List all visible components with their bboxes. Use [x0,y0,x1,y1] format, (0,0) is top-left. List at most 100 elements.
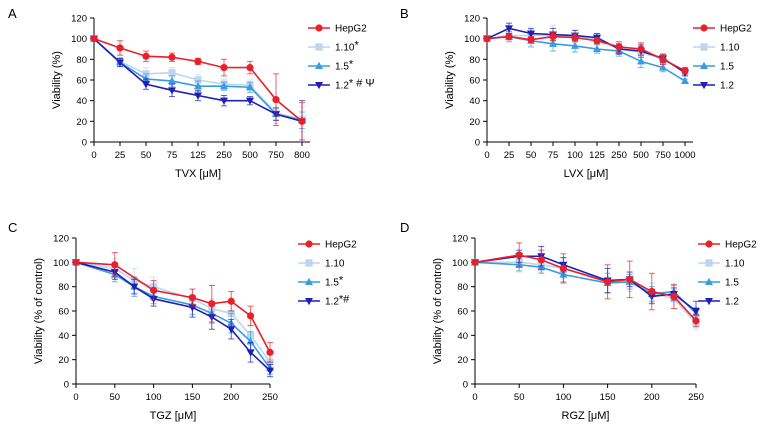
legend-series-name: HepG2 [725,240,757,251]
legend-label: HepG2 [325,240,357,251]
legend-marker [700,61,708,69]
data-point [670,292,678,300]
legend-series-name: HepG2 [720,24,752,35]
legend-label: 1.2 [720,81,734,92]
x-tick-label: 250 [216,150,232,161]
x-tick-label: 50 [110,392,121,403]
x-tick-label: 250 [611,150,627,161]
legend-series-name: 1.5 [720,62,734,73]
legend-label: 1.5 [725,278,739,289]
series-line [486,34,686,73]
legend-label: 1.5* [325,275,344,289]
data-point [593,44,601,52]
legend-marker [315,82,323,90]
series-line [75,261,271,372]
x-tick-label: 75 [548,150,559,161]
data-point [266,348,274,356]
panel-label: D [400,220,409,235]
legend-label: 1.2* # Ψ [335,78,375,92]
legend-series-name: 1.2 [335,81,349,92]
panel-label: C [8,220,17,235]
data-point [266,367,274,375]
data-point [246,64,254,72]
data-point [659,63,667,71]
legend-marker [315,24,323,32]
legend-series-name: 1.10 [335,43,355,54]
x-tick-label: 100 [567,150,583,161]
y-tick-label: 120 [452,234,468,245]
data-point [168,87,176,95]
legend-series-name: 1.10 [325,259,345,270]
x-tick-label: 250 [262,392,278,403]
legend-marker [305,240,313,248]
series-line [75,261,271,353]
legend-marker [700,82,708,90]
data-point [142,52,150,60]
series-1-10 [483,24,689,76]
data-point [247,312,255,320]
data-point [116,59,124,67]
y-tick-label: 40 [457,331,468,342]
x-tick-label: 800 [294,150,310,161]
panel-d: D 0 20 40 60 80 100 120 0 50 100 150 200 250 RGZ [μM] V… [400,220,757,422]
y-tick-label: 80 [58,282,69,293]
y-tick-label: 20 [469,117,480,128]
data-point [559,264,568,273]
series-1-2 [90,35,306,143]
series-HepG2 [483,31,689,75]
data-point [72,258,80,266]
data-point [220,97,228,105]
legend-significance-marks: * [349,59,354,71]
x-axis-title: TVX [μM] [175,168,221,180]
x-tick-label: 500 [633,150,649,161]
data-point [483,35,491,43]
series-line [486,35,686,72]
panel-a: A 0 20 40 60 80 100 120 0 25 50 75 125 250 500 750 800 TV… [8,6,375,180]
data-point [90,35,98,43]
x-tick-label: 750 [268,150,284,161]
data-point [505,33,513,41]
y-tick-label: 60 [58,307,69,318]
legend-series-name: HepG2 [335,24,367,35]
legend-marker [315,43,323,51]
x-tick-label: 50 [141,150,152,161]
y-tick-label: 100 [452,258,468,269]
panel-c: C 0 20 40 60 80 100 120 0 50 100 150 200 250 TGZ [μM] V… [8,220,357,422]
x-tick-label: 200 [644,392,660,403]
legend-significance-marks: * [354,40,359,52]
legend-significance-marks: * # Ψ [349,78,375,90]
data-point [111,261,119,269]
y-tick-label: 100 [464,34,480,45]
legend-label: HepG2 [335,24,367,35]
legend-marker [700,24,708,32]
legend-label: 1.10* [335,40,359,54]
legend-significance-marks: * [339,275,344,287]
data-point [220,64,228,72]
x-tick-label: 125 [190,150,206,161]
legend-label: HepG2 [725,240,757,251]
x-tick-label: 0 [484,150,489,161]
data-point [150,286,158,294]
data-point [571,41,579,49]
legend-series-name: HepG2 [325,240,357,251]
data-point [571,34,579,42]
legend: HepG2 1.10 1.5 1.2 [693,24,752,92]
y-tick-label: 120 [464,14,480,25]
x-tick-label: 25 [115,150,126,161]
x-tick-label: 1000 [674,150,695,161]
legend-label: 1.2*# [325,294,350,308]
data-point [194,92,202,100]
y-axis-title: Viability (% of control) [432,258,444,364]
y-tick-label: 120 [71,14,87,25]
series-HepG2 [72,252,274,363]
panel-b: B 0 20 40 60 80 100 120 0 25 50 75 100 125 250 500 750 10… [400,6,752,180]
data-point [227,297,235,305]
data-point [168,53,176,61]
x-tick-label: 150 [184,392,200,403]
legend-series-name: 1.5 [325,278,339,289]
x-tick-label: 75 [167,150,178,161]
y-tick-label: 20 [457,355,468,366]
legend-label: 1.10 [725,259,745,270]
data-point [549,39,557,47]
